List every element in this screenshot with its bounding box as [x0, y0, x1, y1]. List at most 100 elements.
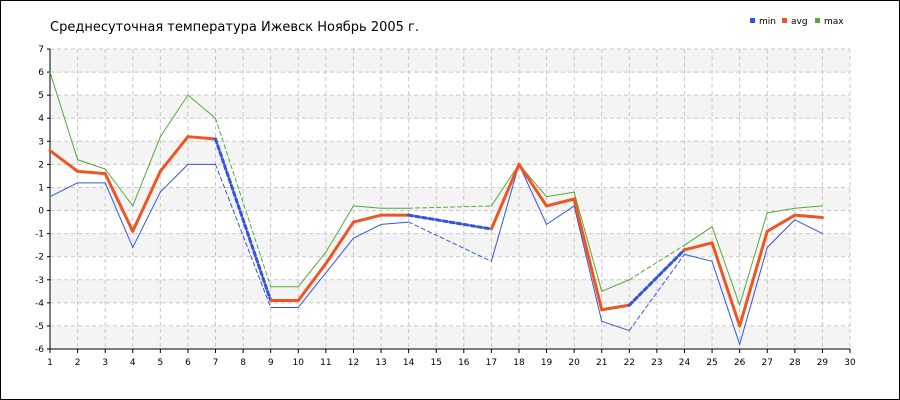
series-min-segment — [352, 223, 382, 239]
series-lines — [48, 71, 824, 345]
y-tick-label: 1 — [38, 183, 44, 193]
y-tick-label: -6 — [35, 345, 44, 355]
series-min-segment — [159, 163, 189, 193]
legend-swatch-avg — [782, 18, 787, 23]
x-tick-label: 28 — [789, 358, 801, 368]
series-max-segment — [739, 212, 768, 306]
series-avg-segment — [710, 241, 742, 328]
legend-label-min: min — [759, 17, 776, 27]
y-tick-label: -2 — [35, 253, 44, 263]
series-max-segment — [104, 168, 134, 207]
series-min-segment — [104, 182, 134, 248]
x-tick-label: 6 — [185, 358, 191, 368]
series-max-segment — [352, 205, 382, 209]
series-min-segment — [215, 163, 272, 308]
series-max-segment — [711, 226, 741, 306]
x-tick-label: 25 — [706, 358, 717, 368]
plot-band — [50, 95, 850, 119]
series-avg-segment — [158, 135, 190, 173]
series-avg-segment — [76, 169, 107, 176]
series-min-segment — [490, 163, 520, 262]
plot-band — [50, 49, 850, 73]
series-avg-segment — [545, 197, 576, 208]
series-avg-segment — [351, 213, 383, 224]
x-tick-label: 7 — [213, 358, 219, 368]
x-tick-label: 29 — [817, 358, 829, 368]
series-min-segment — [711, 260, 741, 345]
series-min-segment — [766, 219, 796, 248]
legend-label-avg: avg — [791, 17, 808, 27]
x-tick-label: 8 — [240, 358, 246, 368]
series-min-segment — [297, 272, 327, 308]
chart-title: Среднесуточная температура Ижевск Ноябрь… — [50, 20, 419, 35]
series-min-segment — [628, 253, 685, 332]
series-min-segment — [794, 219, 823, 235]
series-min-segment — [683, 253, 713, 262]
legend-swatch-min — [750, 18, 755, 23]
x-tick-label: 21 — [596, 358, 607, 368]
series-avg-segment — [296, 262, 328, 303]
y-tick-label: -4 — [35, 299, 44, 309]
plot-band — [50, 233, 850, 257]
axes — [47, 48, 851, 353]
x-tick-label: 1 — [47, 358, 53, 368]
series-max-segment — [766, 207, 796, 214]
series-max-segment — [490, 163, 520, 207]
x-tick-label: 16 — [458, 358, 470, 368]
series-avg-segment — [627, 248, 686, 307]
series-min-segment — [518, 163, 548, 225]
series-min-segment — [132, 191, 161, 248]
series-avg-segment — [793, 213, 824, 219]
x-tick-label: 15 — [430, 358, 441, 368]
series-avg-segment — [103, 172, 135, 233]
series-max-segment — [187, 94, 217, 119]
series-avg-segment — [214, 137, 273, 303]
y-tick-label: -5 — [35, 322, 44, 332]
series-avg-segment — [407, 213, 493, 231]
x-tick-label: 18 — [513, 358, 525, 368]
y-tick-label: 0 — [38, 207, 44, 217]
x-tick-label: 5 — [157, 358, 163, 368]
x-tick-label: 11 — [320, 358, 331, 368]
series-max-segment — [132, 136, 161, 207]
x-tick-label: 12 — [348, 358, 359, 368]
series-max-segment — [794, 205, 823, 209]
x-tick-label: 30 — [844, 358, 856, 368]
x-tick-label: 3 — [102, 358, 108, 368]
series-min-segment — [408, 221, 492, 262]
x-tick-label: 27 — [762, 358, 773, 368]
series-max-segment — [408, 205, 492, 209]
series-max-segment — [573, 191, 603, 292]
y-tick-label: 2 — [38, 160, 44, 170]
series-max-segment — [297, 251, 327, 288]
x-tick-label: 13 — [375, 358, 386, 368]
series-max-segment — [215, 117, 272, 288]
x-tick-label: 4 — [130, 358, 136, 368]
series-min-segment — [380, 221, 410, 225]
series-avg-segment — [572, 197, 604, 312]
series-avg-segment — [186, 135, 218, 141]
series-min-segment — [49, 182, 79, 198]
grid-lines — [50, 48, 851, 349]
x-tick-label: 23 — [651, 358, 662, 368]
legend-label-max: max — [824, 17, 844, 27]
x-tick-label: 19 — [541, 358, 553, 368]
x-tick-label: 20 — [568, 358, 580, 368]
plot-band — [50, 141, 850, 165]
plot-band — [50, 187, 850, 211]
y-tick-label: 3 — [38, 137, 44, 147]
series-avg-segment — [738, 229, 769, 328]
series-max-segment — [77, 159, 106, 170]
series-min-segment — [573, 205, 603, 322]
series-max-segment — [601, 279, 630, 292]
series-avg-segment — [765, 213, 797, 233]
series-avg-segment — [324, 220, 355, 266]
legend: min avg max — [750, 17, 844, 27]
x-tick-label: 2 — [75, 358, 81, 368]
y-tick-label: 6 — [38, 68, 44, 78]
legend-swatch-max — [815, 18, 820, 23]
y-tick-label: 4 — [38, 114, 44, 124]
series-min-segment — [546, 205, 575, 225]
